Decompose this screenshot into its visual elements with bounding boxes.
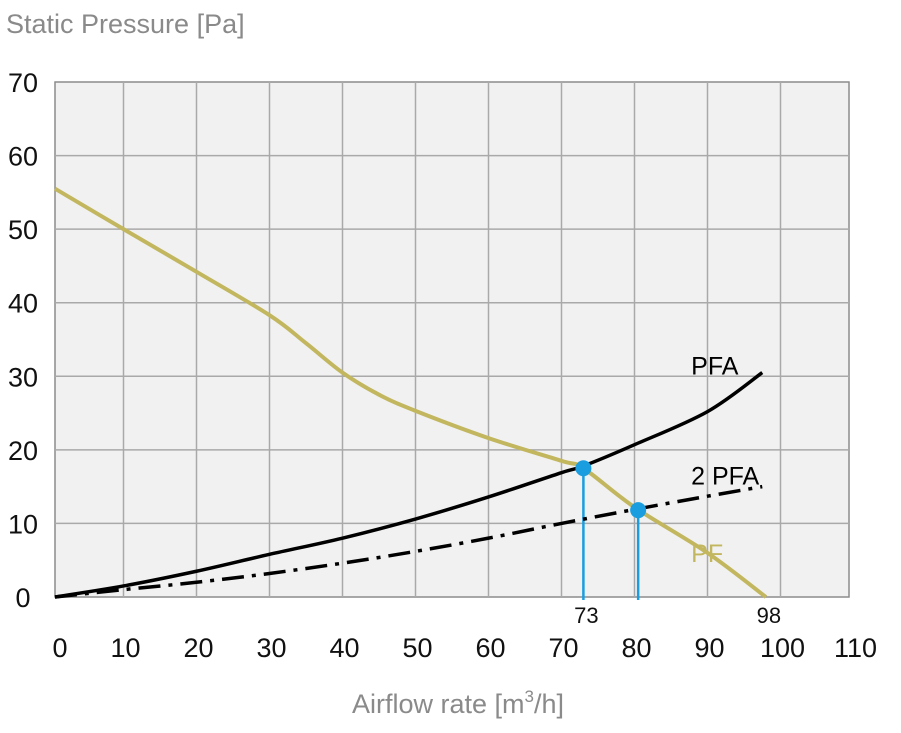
x-tick-label: 40: [329, 633, 359, 663]
x-tick-label: 60: [475, 633, 505, 663]
x-annotation-label: 98: [757, 603, 781, 628]
operating-point-marker: [630, 502, 647, 519]
y-tick-label: 70: [8, 68, 38, 98]
x-annotation-label: 73: [574, 603, 598, 628]
x-tick-label: 10: [110, 633, 140, 663]
x-tick-label: 30: [256, 633, 286, 663]
x-tick-label: 50: [402, 633, 432, 663]
x-axis-title-superscript: 3: [525, 687, 534, 706]
y-tick-label: 60: [8, 142, 38, 172]
series-label-pf: PF: [691, 540, 723, 568]
x-axis-title-tail: /h]: [534, 689, 564, 719]
series-label-2-pfa: 2 PFA: [691, 463, 759, 491]
x-tick-label: 20: [183, 633, 213, 663]
series-line-pfa: [54, 371, 764, 599]
x-tick-label: 0: [52, 633, 67, 663]
y-tick-label: 0: [15, 583, 30, 613]
y-tick-label: 40: [8, 289, 38, 319]
x-annotations: 73 98: [574, 603, 781, 628]
y-axis-title: Static Pressure [Pa]: [6, 9, 245, 39]
grid-lines: [55, 82, 849, 597]
y-tick-label: 30: [8, 362, 38, 392]
x-tick-label: 110: [834, 633, 877, 663]
operating-points: [575, 460, 647, 519]
x-axis-title-main: Airflow rate [m: [352, 689, 525, 719]
operating-point-droplines: [582, 468, 640, 600]
x-tick-label: 80: [621, 633, 651, 663]
series-label-pfa: PFA: [691, 352, 739, 380]
y-tick-label: 10: [8, 509, 38, 539]
plot-area: [54, 81, 850, 598]
y-tick-label: 20: [8, 436, 38, 466]
series-labels: PFA 2 PFA PF: [691, 352, 759, 568]
y-tick-label: 50: [8, 215, 38, 245]
y-tick-labels: 0 10 20 30 40 50 60 70: [8, 68, 38, 613]
operating-point-marker: [575, 460, 592, 477]
x-tick-label: 100: [760, 633, 805, 663]
x-tick-labels: 0 10 20 30 40 50 60 70 80 90 100 110: [52, 633, 877, 663]
x-tick-label: 90: [694, 633, 724, 663]
series-line-2-pfa: [54, 484, 763, 599]
x-axis-title: Airflow rate [m3/h]: [352, 687, 564, 719]
x-tick-label: 70: [548, 633, 578, 663]
